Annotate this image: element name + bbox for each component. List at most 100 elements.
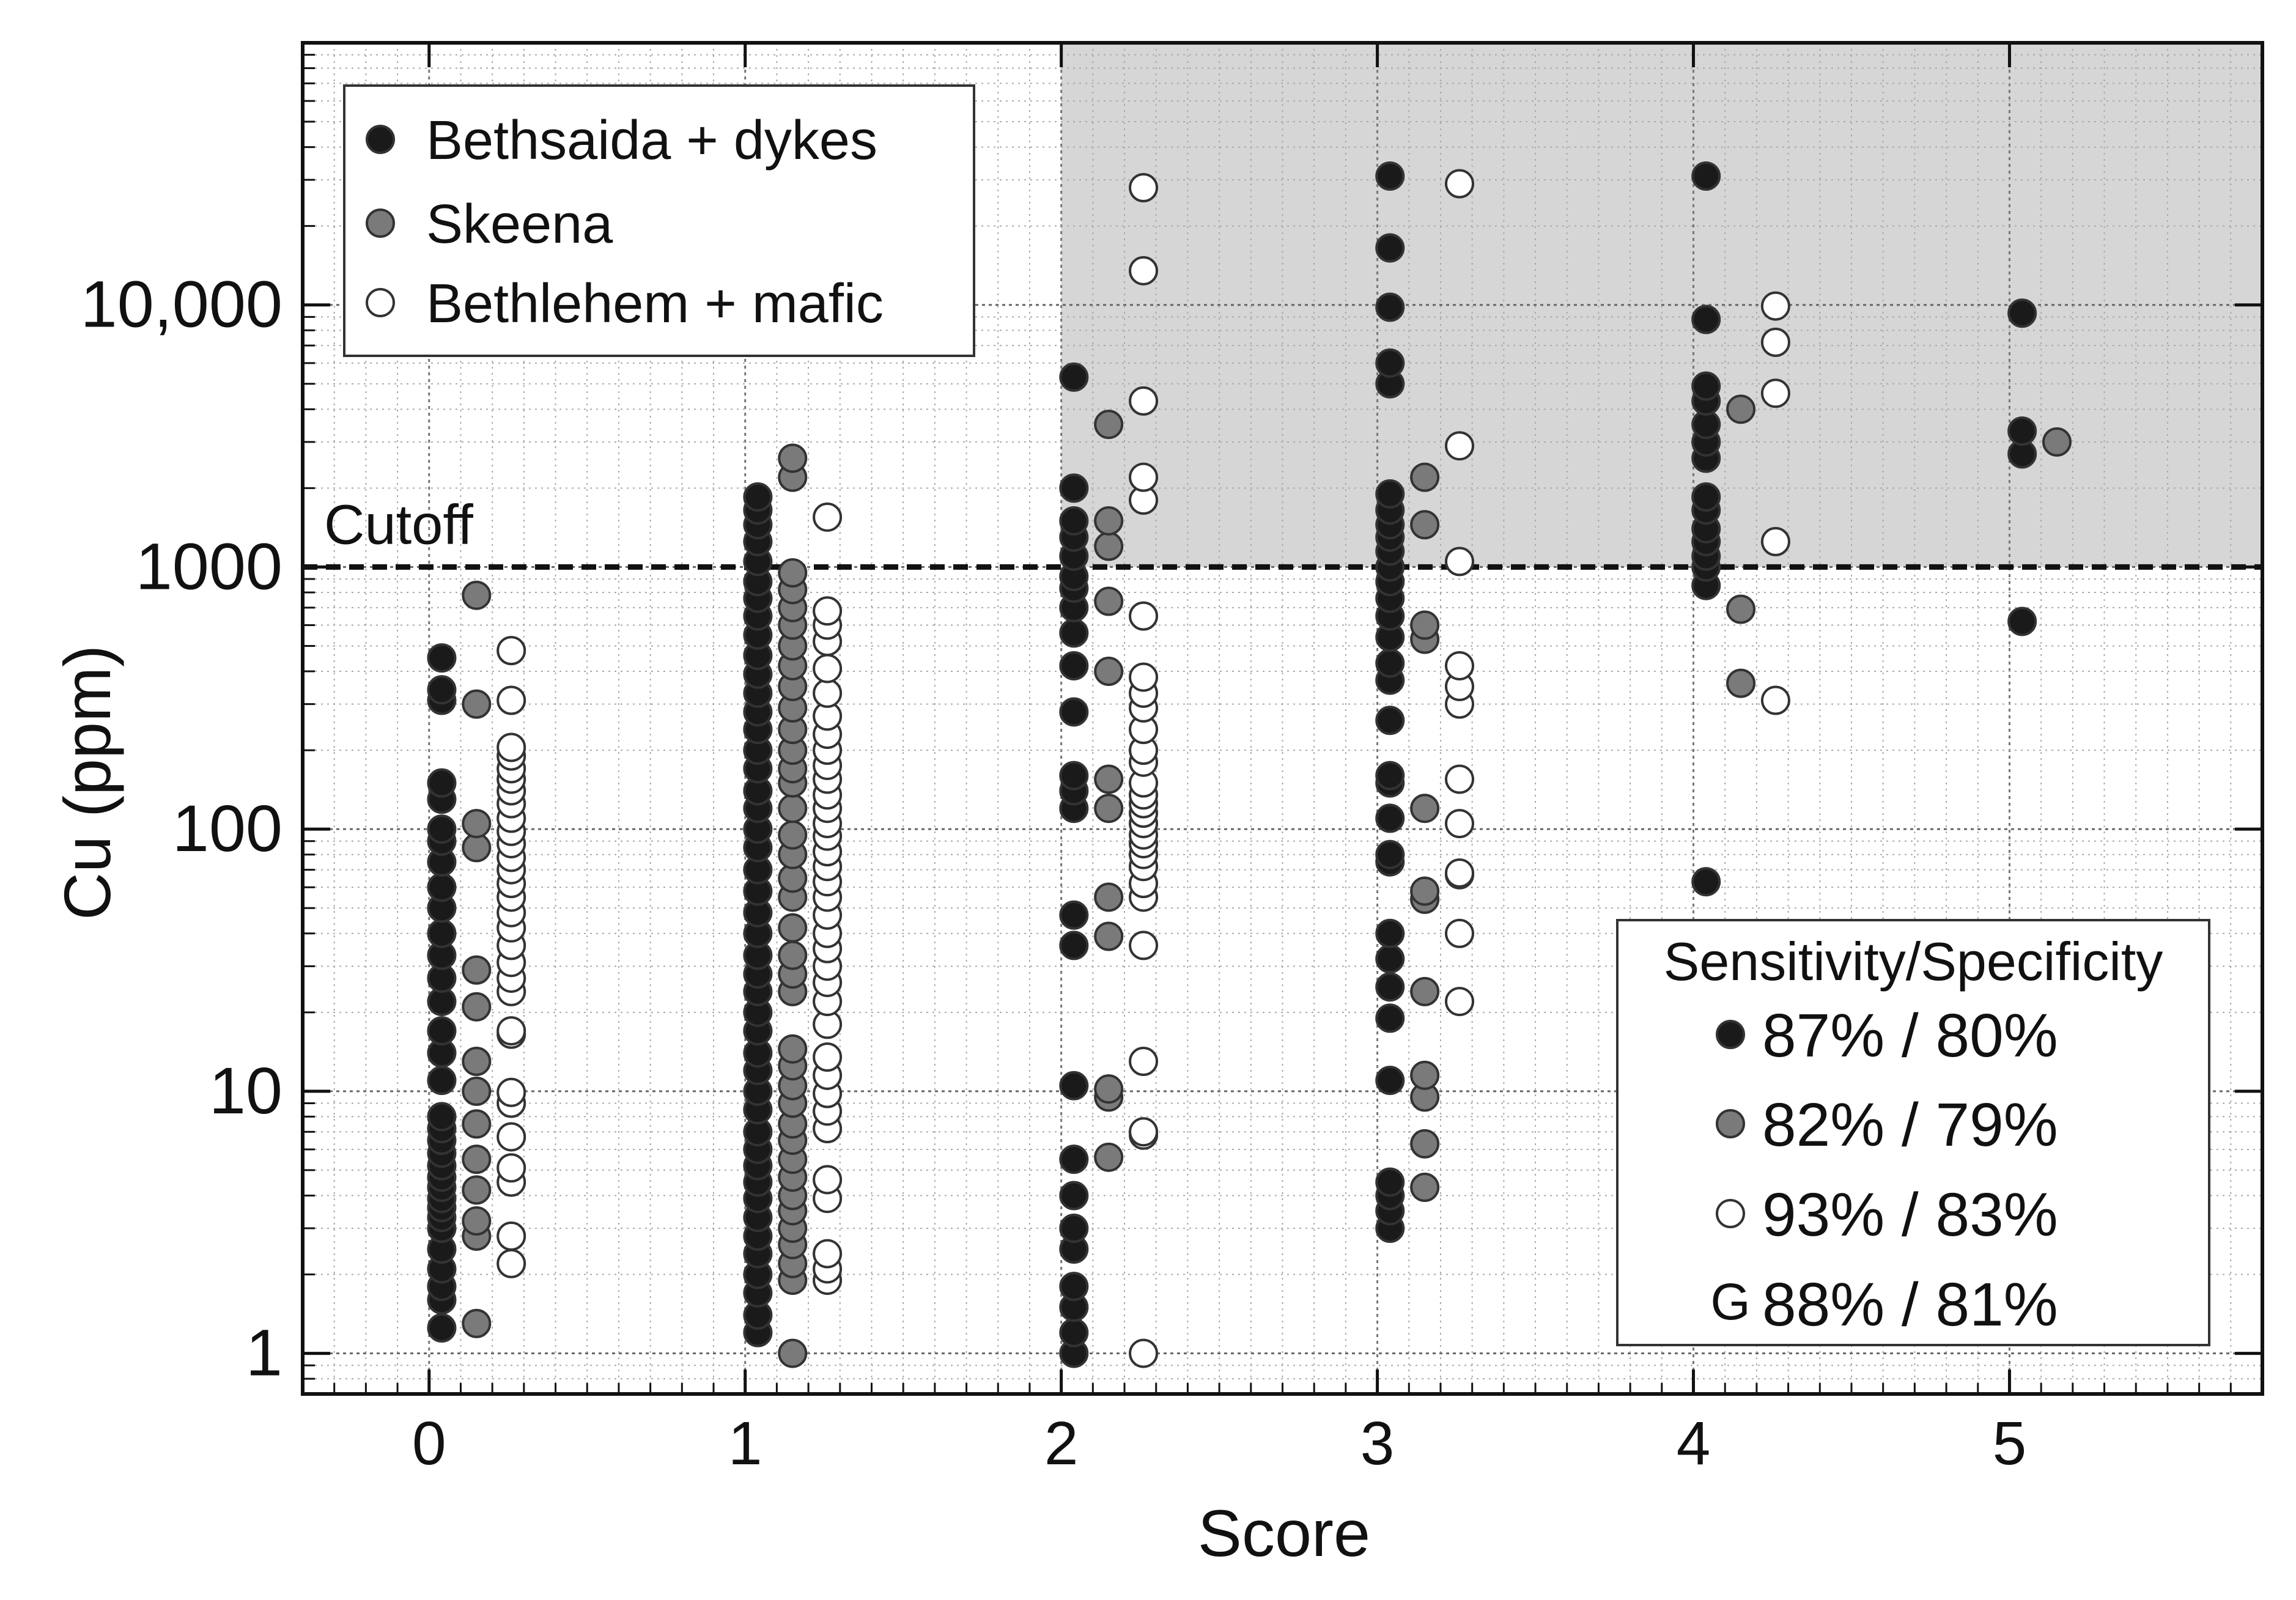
data-point bbox=[496, 636, 526, 666]
data-point bbox=[1059, 1181, 1089, 1211]
data-point bbox=[1375, 944, 1405, 974]
data-point bbox=[1375, 1066, 1405, 1096]
data-point bbox=[778, 443, 808, 473]
data-point bbox=[1410, 610, 1440, 640]
cutoff-label: Cutoff bbox=[324, 493, 473, 556]
data-point bbox=[778, 558, 808, 588]
data-point bbox=[1094, 794, 1124, 824]
data-point bbox=[1691, 867, 1721, 897]
data-point bbox=[2042, 427, 2072, 457]
data-point bbox=[1094, 506, 1124, 536]
data-point bbox=[1760, 526, 1790, 556]
data-point bbox=[1410, 876, 1440, 906]
data-point bbox=[778, 820, 808, 850]
data-point bbox=[1059, 1272, 1089, 1302]
data-point bbox=[1059, 473, 1089, 503]
series-1 bbox=[427, 161, 2037, 1368]
data-point bbox=[813, 1165, 843, 1195]
data-point bbox=[427, 872, 457, 902]
data-point bbox=[1760, 685, 1790, 715]
data-point bbox=[496, 1077, 526, 1107]
data-point bbox=[1059, 1071, 1089, 1100]
data-point bbox=[2007, 606, 2037, 636]
data-point bbox=[1059, 506, 1089, 536]
stats-marker-dark bbox=[1716, 1020, 1745, 1049]
x-tick-label: 4 bbox=[1677, 1409, 1711, 1478]
stats-legend-title: Sensitivity/Specificity bbox=[1664, 931, 2163, 992]
data-point bbox=[496, 732, 526, 762]
data-point bbox=[1760, 291, 1790, 321]
data-point bbox=[813, 678, 843, 708]
data-point bbox=[1129, 386, 1159, 416]
data-point bbox=[1444, 809, 1474, 839]
data-point bbox=[1129, 601, 1159, 631]
data-point bbox=[462, 809, 492, 839]
data-point bbox=[813, 1239, 843, 1269]
y-tick-label: 10 bbox=[209, 1053, 282, 1127]
data-point bbox=[1094, 764, 1124, 794]
data-point bbox=[1094, 410, 1124, 440]
data-point bbox=[496, 1122, 526, 1152]
data-point bbox=[1691, 304, 1721, 334]
legend-marker-skeena bbox=[366, 208, 395, 238]
y-tick-label: 10,000 bbox=[81, 267, 282, 341]
data-point bbox=[1410, 462, 1440, 492]
data-point bbox=[1094, 657, 1124, 687]
data-point bbox=[1760, 327, 1790, 357]
data-point bbox=[1129, 662, 1159, 692]
data-point bbox=[1444, 858, 1474, 888]
data-point bbox=[1375, 839, 1405, 869]
data-point bbox=[1129, 256, 1159, 286]
data-point bbox=[496, 1016, 526, 1046]
data-point bbox=[462, 1076, 492, 1106]
data-point bbox=[778, 794, 808, 824]
data-point bbox=[427, 1066, 457, 1096]
data-point bbox=[1094, 1074, 1124, 1104]
data-point bbox=[1059, 362, 1089, 392]
data-point bbox=[1129, 462, 1159, 492]
legend-marker-bethlehem bbox=[366, 288, 395, 317]
data-point bbox=[1410, 1060, 1440, 1090]
data-point bbox=[1691, 482, 1721, 512]
data-point bbox=[427, 1313, 457, 1343]
stats-marker-open bbox=[1716, 1199, 1745, 1228]
data-point bbox=[1059, 900, 1089, 930]
y-axis-title: Cu (ppm) bbox=[50, 645, 124, 920]
data-points bbox=[427, 161, 2072, 1368]
data-point bbox=[1059, 1214, 1089, 1244]
y-tick-label: 100 bbox=[172, 791, 282, 865]
data-point bbox=[1375, 1167, 1405, 1197]
stats-marker-gray bbox=[1716, 1109, 1745, 1138]
data-point bbox=[778, 913, 808, 943]
series-legend: Bethsaida + dykes Skeena Bethlehem + maf… bbox=[343, 84, 975, 357]
y-tick-label: 1 bbox=[246, 1316, 282, 1390]
stats-legend-box bbox=[1616, 919, 2210, 1346]
data-point bbox=[1375, 803, 1405, 833]
data-point bbox=[1094, 586, 1124, 616]
data-point bbox=[1410, 510, 1440, 540]
data-point bbox=[1375, 761, 1405, 791]
data-point bbox=[1444, 169, 1474, 199]
data-point bbox=[813, 654, 843, 684]
data-point bbox=[1375, 706, 1405, 735]
x-tick-label: 1 bbox=[728, 1409, 762, 1478]
data-point bbox=[1129, 173, 1159, 203]
data-point bbox=[1691, 161, 1721, 191]
data-point bbox=[427, 1102, 457, 1132]
data-point bbox=[2007, 416, 2037, 446]
y-tick-label: 1000 bbox=[136, 529, 282, 603]
legend-label-bethsaida: Bethsaida + dykes bbox=[426, 110, 877, 171]
data-point bbox=[462, 992, 492, 1022]
data-point bbox=[778, 1338, 808, 1368]
data-point bbox=[1059, 1318, 1089, 1347]
data-point bbox=[1059, 697, 1089, 727]
stats-value-open: 93% / 83% bbox=[1762, 1181, 2058, 1249]
data-point bbox=[2007, 298, 2037, 328]
data-point bbox=[778, 940, 808, 970]
stats-legend: Sensitivity/Specificity 87% / 80% 82% / … bbox=[1616, 919, 2210, 1346]
data-point bbox=[1444, 547, 1474, 577]
data-point bbox=[496, 685, 526, 715]
data-point bbox=[1375, 972, 1405, 1002]
data-point bbox=[427, 768, 457, 798]
